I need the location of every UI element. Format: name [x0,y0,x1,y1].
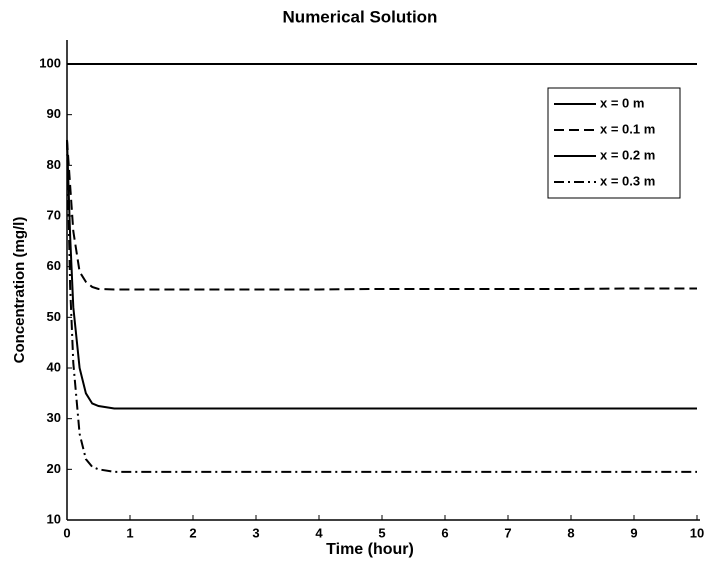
x-tick-label: 3 [252,525,259,540]
legend-label: x = 0.2 m [600,147,655,162]
series-line [66,139,697,410]
legend-box [547,87,681,199]
legend-label: x = 0.3 m [600,173,655,188]
y-tick-label: 30 [47,410,61,425]
legend-label: x = 0.1 m [600,121,655,136]
y-tick-label: 90 [47,106,61,121]
y-tick-label: 10 [47,511,61,526]
x-tick-label: 1 [126,525,133,540]
legend-label: x = 0 m [600,95,644,110]
series-line [66,139,697,291]
x-tick-label: 7 [504,525,511,540]
x-tick-label: 6 [441,525,448,540]
x-tick-label: 8 [567,525,574,540]
y-tick-label: 100 [39,55,61,70]
x-tick-label: 2 [189,525,196,540]
x-tick-label: 4 [315,525,323,540]
y-tick-label: 80 [47,157,61,172]
y-tick-label: 50 [47,309,61,324]
y-tick-label: 40 [47,359,61,374]
series-line [66,139,697,473]
x-tick-label: 0 [63,525,70,540]
x-tick-label: 9 [630,525,637,540]
y-tick-label: 60 [47,258,61,273]
x-tick-label: 5 [378,525,385,540]
x-axis-label: Time (hour) [326,541,414,558]
x-tick-label: 10 [690,525,704,540]
y-tick-label: 20 [47,461,61,476]
chart-title: Numerical Solution [283,7,438,26]
y-tick-label: 70 [47,207,61,222]
y-axis-label: Concentration (mg/l) [11,217,28,364]
